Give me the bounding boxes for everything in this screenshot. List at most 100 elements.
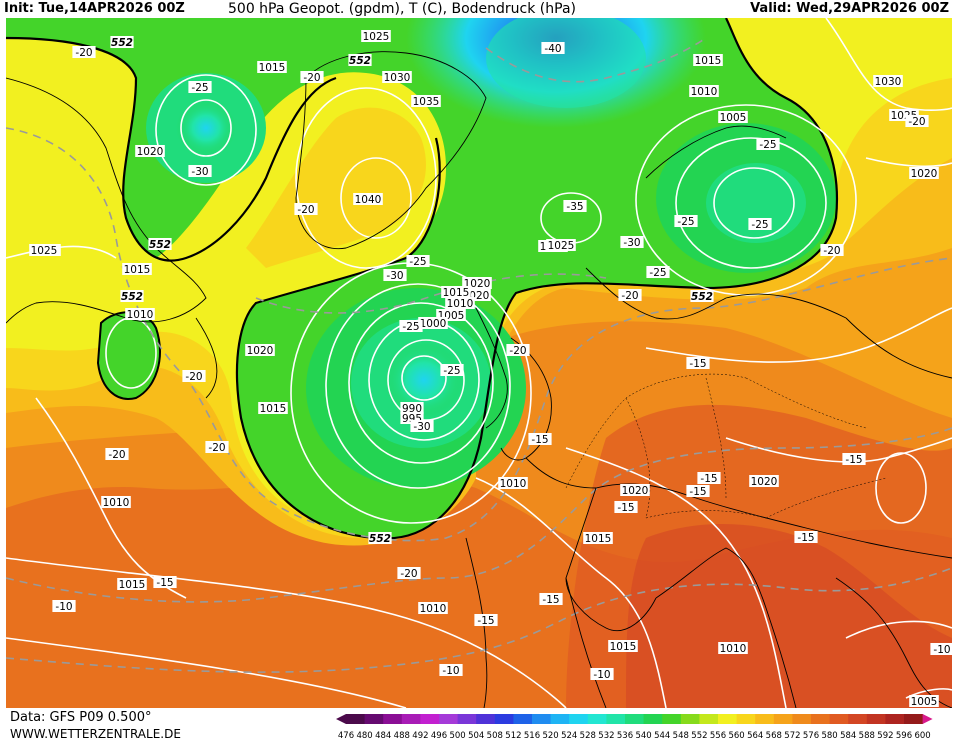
height-label: 552: [121, 291, 143, 303]
scale-swatch: [829, 714, 849, 724]
temperature-label: -15: [617, 502, 634, 514]
temperature-label: -15: [531, 434, 548, 446]
scale-swatch: [885, 714, 905, 724]
scale-swatch: [550, 714, 570, 724]
scale-tick-label: 532: [598, 731, 614, 740]
temperature-label: -20: [621, 290, 638, 302]
temperature-label: -30: [191, 166, 208, 178]
isotherms: [6, 37, 952, 673]
pressure-label: 1010: [500, 478, 527, 490]
scale-arrow-left: [336, 714, 346, 724]
temperature-label: -20: [400, 568, 417, 580]
website-credit: WWW.WETTERZENTRALE.DE: [10, 727, 181, 741]
pressure-label: 1010: [103, 497, 130, 509]
pressure-label: 1015: [610, 641, 637, 653]
scale-swatch: [457, 714, 477, 724]
pressure-label: 1010: [127, 309, 154, 321]
pressure-label: 1005: [911, 696, 938, 708]
temperature-label: -15: [700, 473, 717, 485]
scale-swatch: [736, 714, 756, 724]
temperature-label: -10: [593, 669, 610, 681]
scale-tick-label: 552: [691, 731, 707, 740]
pressure-label: 1000: [420, 318, 447, 330]
scale-swatch: [662, 714, 682, 724]
scale-swatch: [718, 714, 738, 724]
scale-tick-label: 492: [412, 731, 428, 740]
scale-swatch: [606, 714, 626, 724]
temperature-label: -15: [689, 358, 706, 370]
scale-tick-label: 572: [784, 731, 800, 740]
scale-swatch: [513, 714, 533, 724]
temperature-label: -25: [409, 256, 426, 268]
temperature-label: -25: [649, 267, 666, 279]
pressure-label: 1030: [384, 72, 411, 84]
ridge-greenland-core: [246, 107, 426, 268]
scale-swatch: [680, 714, 700, 724]
scale-tick-label: 576: [803, 731, 819, 740]
scale-tick-label: 480: [356, 731, 372, 740]
pressure-label: 1010: [720, 643, 747, 655]
scale-tick-label: 596: [896, 731, 912, 740]
temperature-label: -25: [759, 139, 776, 151]
low-canada-core: [176, 100, 236, 156]
pressure-label: 1020: [137, 146, 164, 158]
height-label: 552: [111, 37, 133, 49]
scale-tick-label: 504: [468, 731, 484, 740]
temperature-label: -25: [677, 216, 694, 228]
pressure-label: 1020: [751, 476, 778, 488]
scale-swatch: [755, 714, 775, 724]
borders: [565, 373, 887, 519]
pressure-label: 1015: [695, 55, 722, 67]
scale-tick-label: 548: [673, 731, 689, 740]
scale-swatch: [532, 714, 552, 724]
temperature-label: -15: [689, 486, 706, 498]
temperature-label: -10: [933, 644, 950, 656]
pressure-label: 1015: [259, 62, 286, 74]
scale-tick-label: 544: [654, 731, 670, 740]
temperature-label: -20: [185, 371, 202, 383]
scale-swatch: [904, 714, 924, 724]
temperature-label: -20: [108, 449, 125, 461]
temperature-label: -20: [75, 47, 92, 59]
scale-swatch: [420, 714, 440, 724]
pressure-label: 1025: [363, 31, 390, 43]
scale-tick-label: 592: [877, 731, 893, 740]
scale-tick-label: 556: [710, 731, 726, 740]
color-scale: 476 480 484 488 492 496 500 504 508 512 516 520 524 5…: [336, 714, 933, 740]
temperature-label: -20: [823, 245, 840, 257]
temperature-label: -15: [797, 532, 814, 544]
temperature-label: -30: [413, 421, 430, 433]
scale-swatch: [439, 714, 459, 724]
map-title: 500 hPa Geopot. (gpdm), T (C), Bodendruc…: [228, 1, 576, 17]
height-label: 552: [691, 291, 713, 303]
map-header: Init: Tue,14APR2026 00Z 500 hPa Geopot. …: [0, 0, 959, 18]
scale-swatch: [848, 714, 868, 724]
scale-tick-label: 516: [524, 731, 540, 740]
pressure-label: 1005: [720, 112, 747, 124]
scale-swatch: [625, 714, 645, 724]
scale-swatch: [383, 714, 403, 724]
scale-swatch: [587, 714, 607, 724]
scale-tick-label: 584: [840, 731, 856, 740]
data-source: Data: GFS P09 0.500°: [10, 710, 152, 725]
scale-arrow-right: [922, 714, 933, 724]
scale-swatch: [346, 714, 366, 724]
pressure-label: 1015: [124, 264, 151, 276]
scale-tick-label: 524: [561, 731, 577, 740]
pressure-label: 1020: [247, 345, 274, 357]
scale-swatch: [364, 714, 384, 724]
isoline-552: [6, 18, 838, 540]
height-label: 552: [149, 239, 171, 251]
scale-tick-label: 540: [635, 731, 651, 740]
pressure-label: 1025: [548, 240, 575, 252]
map-labels: 5525525525525525521025101510301035104010…: [29, 30, 952, 708]
scale-tick-label: 476: [338, 731, 354, 740]
temperature-label: -20: [208, 442, 225, 454]
temperature-label: -25: [402, 321, 419, 333]
pressure-label: 1040: [355, 194, 382, 206]
scale-tick-label: 580: [821, 731, 837, 740]
scale-tick-label: 536: [617, 731, 633, 740]
scale-swatch: [643, 714, 663, 724]
band-584: [626, 524, 952, 708]
valid-time: Valid: Wed,29APR2026 00Z: [750, 1, 949, 16]
